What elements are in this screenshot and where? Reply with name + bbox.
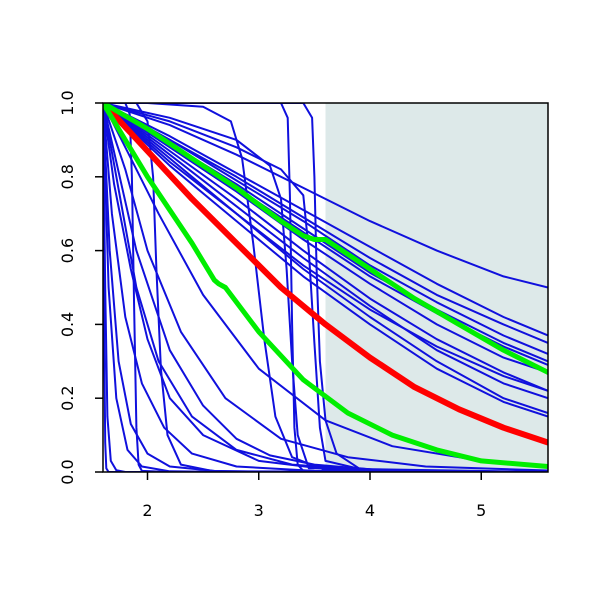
y-tick-label: 0.4 xyxy=(58,312,77,337)
x-tick-label: 2 xyxy=(142,501,152,520)
y-tick-label: 0.6 xyxy=(58,238,77,263)
y-tick-label: 0.0 xyxy=(58,459,77,484)
blue-series-line-21 xyxy=(103,103,548,472)
x-tick-label: 3 xyxy=(254,501,264,520)
blue-series-line-10 xyxy=(103,103,548,414)
blue-series-line-11 xyxy=(103,103,548,418)
blue-series-line-9 xyxy=(103,103,548,400)
x-tick-label: 4 xyxy=(365,501,375,520)
axes: 2 3 4 5 0.0 0.2 0.4 0.6 0.8 1.0 xyxy=(58,90,486,520)
blue-series-line-29 xyxy=(103,103,548,472)
blue-series-line-3 xyxy=(103,103,548,337)
blue-series-line-8 xyxy=(103,103,548,392)
y-tick-label: 1.0 xyxy=(58,90,77,115)
blue-series-line-12 xyxy=(103,103,548,392)
blue-series-line-4 xyxy=(103,103,548,355)
green-series-line-2 xyxy=(103,103,548,375)
blue-series-line-7 xyxy=(103,103,548,374)
shaded-region xyxy=(325,103,548,472)
plot-frame xyxy=(102,102,549,473)
blue-series-line-20 xyxy=(103,103,548,472)
y-tick-label: 0.8 xyxy=(58,164,77,189)
blue-series-line-25 xyxy=(103,103,548,472)
blue-series-line-1 xyxy=(103,103,548,289)
plot-border xyxy=(102,102,549,473)
red-series-line xyxy=(103,103,548,446)
blue-series-line-27 xyxy=(103,103,548,472)
x-tick-label: 5 xyxy=(476,501,486,520)
shaded-region-layer xyxy=(325,103,548,472)
y-tick-label: 0.2 xyxy=(58,385,77,410)
green-series-line-1 xyxy=(103,103,548,469)
blue-series-line-28 xyxy=(103,103,548,472)
